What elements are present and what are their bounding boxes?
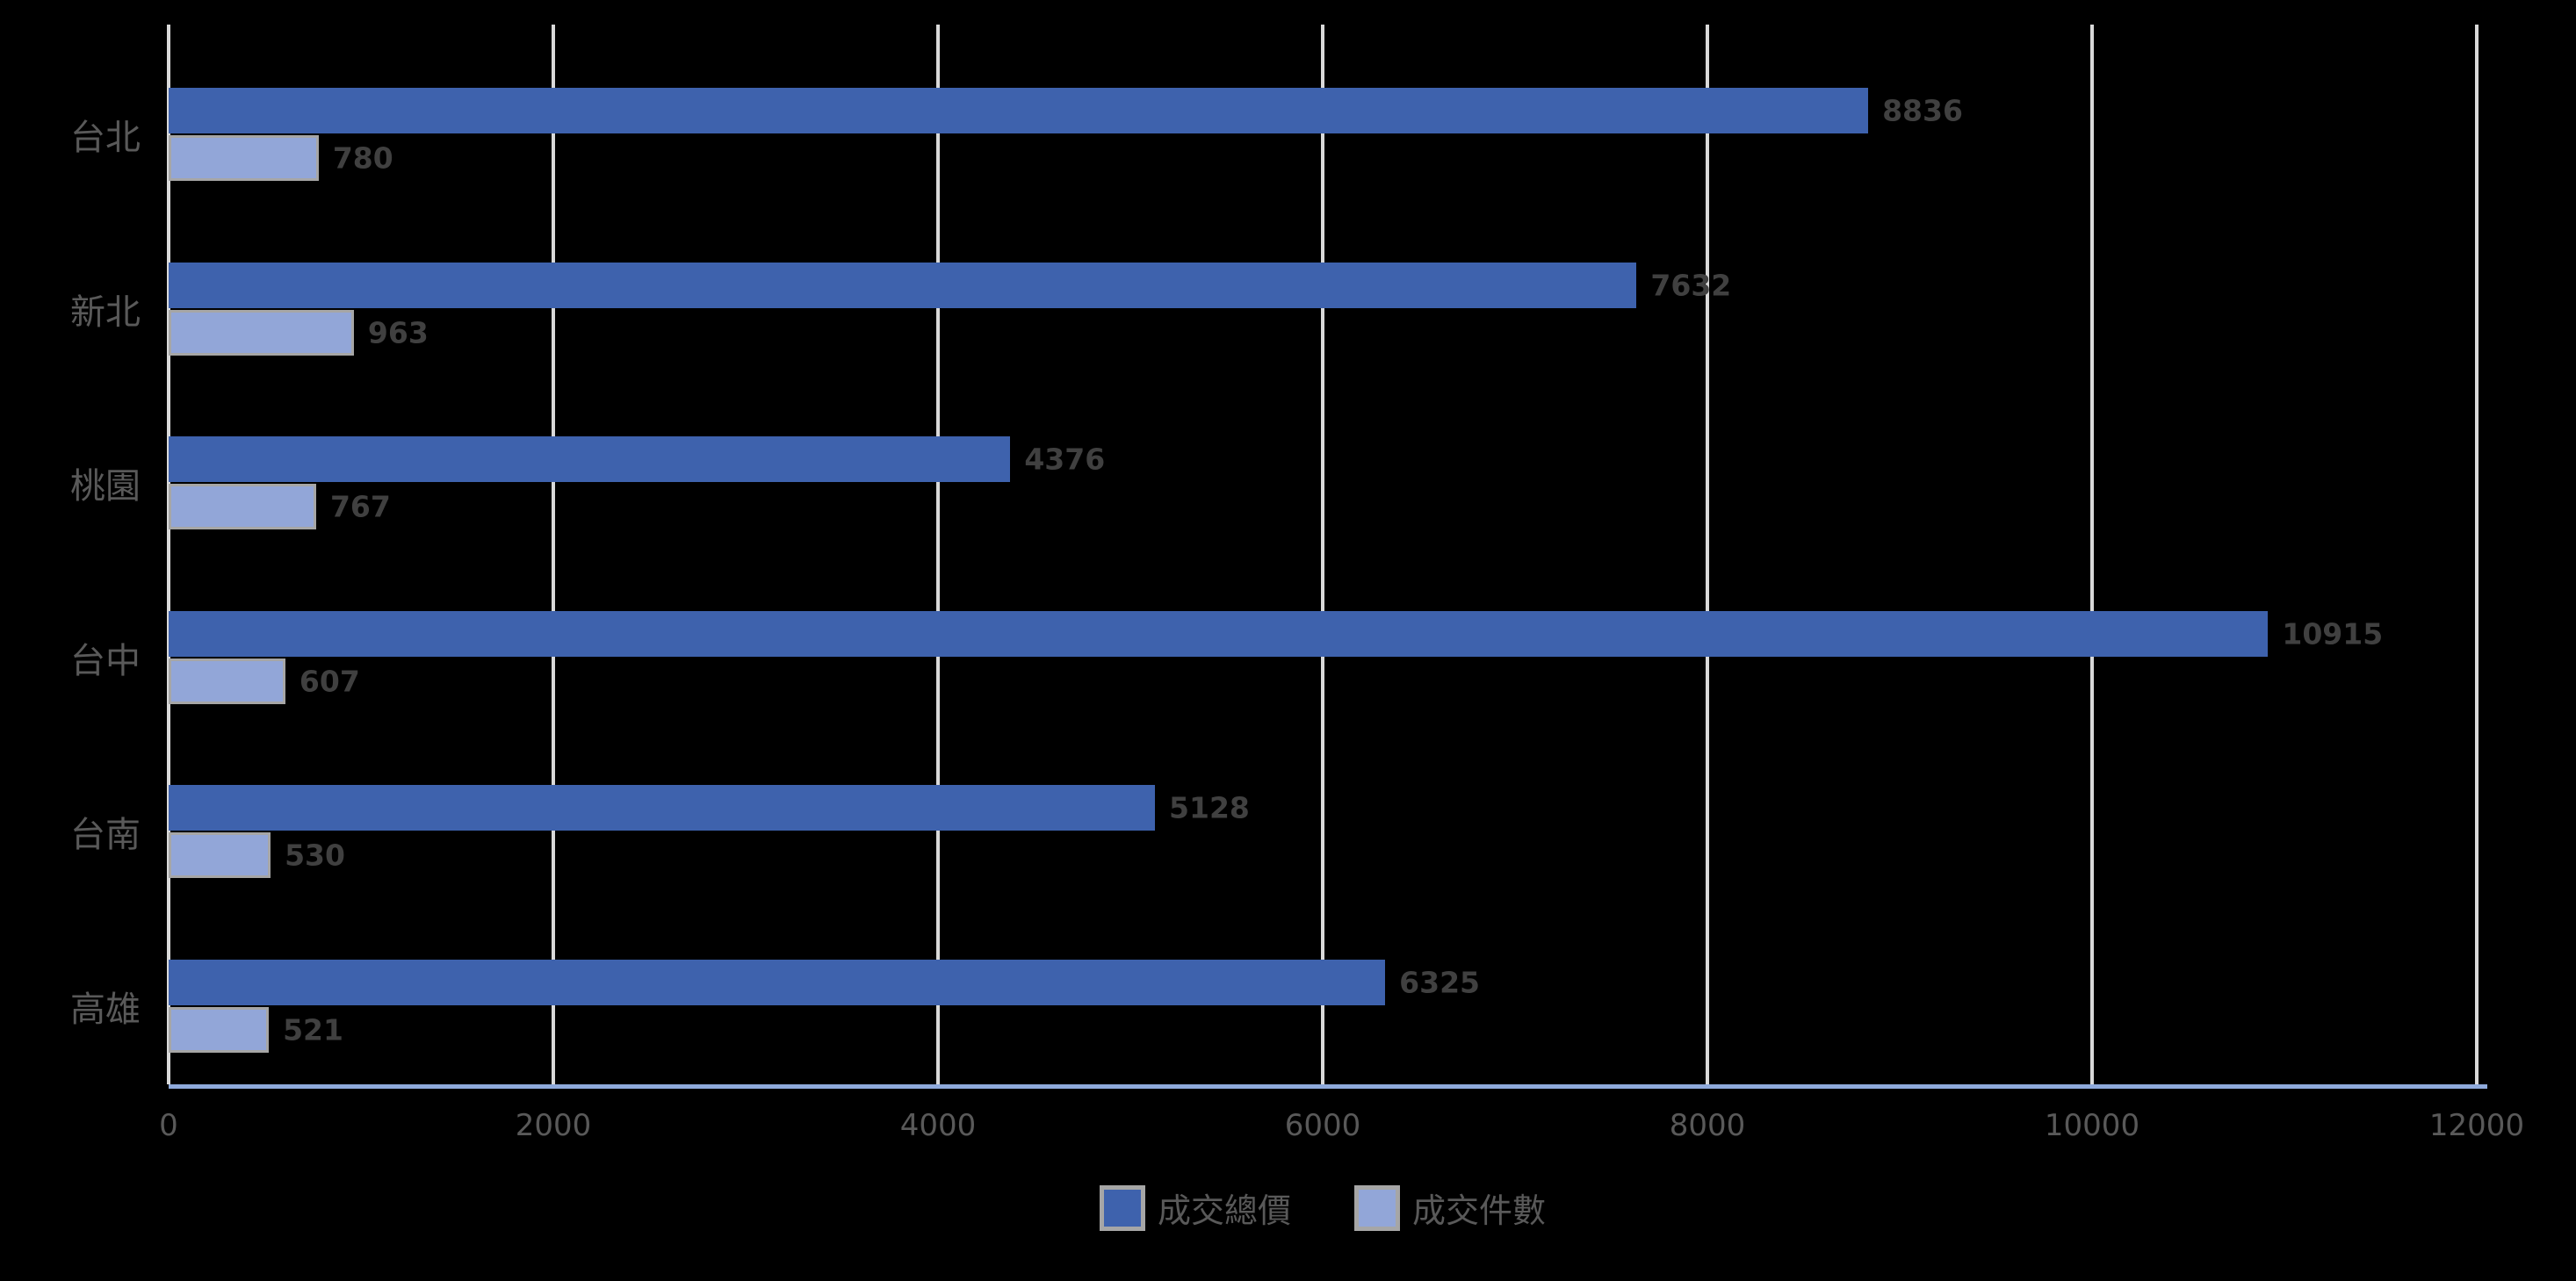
- category-label-台北: 台北: [70, 118, 141, 158]
- data-label: 963: [367, 315, 429, 349]
- bar-成交總價-高雄: [169, 959, 1386, 1005]
- data-label: 4376: [1024, 442, 1106, 477]
- bar-成交件數-桃園: [169, 484, 316, 529]
- data-label: 6325: [1399, 965, 1481, 999]
- gridline: [552, 25, 555, 1084]
- bar-成交件數-台北: [169, 135, 319, 181]
- legend-swatch-icon: [1099, 1184, 1145, 1231]
- bar-成交總價-台北: [169, 88, 1869, 133]
- data-label: 5128: [1169, 790, 1250, 825]
- x-tick-label: 2000: [515, 1108, 592, 1143]
- bar-成交件數-高雄: [169, 1006, 270, 1053]
- category-label-台南: 台南: [70, 815, 141, 855]
- bar-成交總價-台中: [169, 610, 2269, 657]
- y-axis-line: [167, 25, 170, 1084]
- x-axis-line: [169, 1084, 2487, 1089]
- data-label: 10915: [2282, 616, 2384, 651]
- x-tick-label: 12000: [2428, 1108, 2525, 1143]
- x-tick-label: 10000: [2044, 1108, 2140, 1143]
- legend-swatch-icon: [1354, 1184, 1400, 1231]
- legend-label: 成交總價: [1157, 1191, 1291, 1230]
- data-label: 7632: [1650, 268, 1732, 302]
- gridline: [1706, 25, 1709, 1084]
- data-label: 607: [299, 664, 360, 698]
- legend-entry-成交件數: 成交件數: [1354, 1184, 1546, 1232]
- category-label-高雄: 高雄: [70, 989, 141, 1030]
- legend-entry-成交總價: 成交總價: [1099, 1184, 1291, 1232]
- legend: 成交總價 成交件數: [169, 1184, 2477, 1232]
- gridline: [1321, 25, 1324, 1084]
- category-label-桃園: 桃園: [70, 466, 141, 507]
- gridline: [2475, 25, 2479, 1084]
- bar-成交總價-新北: [169, 262, 1637, 308]
- legend-label: 成交件數: [1412, 1191, 1547, 1230]
- bar-成交件數-新北: [169, 309, 354, 356]
- x-tick-label: 6000: [1284, 1108, 1361, 1143]
- category-label-新北: 新北: [70, 291, 141, 333]
- data-label: 767: [329, 489, 391, 524]
- plot-area: 8836 780 7632 963 4376 767 10915 607 5128 530 6325…: [167, 25, 2479, 1084]
- bar-成交總價-台南: [169, 785, 1156, 831]
- x-tick-label: 0: [159, 1108, 178, 1143]
- data-label: 521: [283, 1012, 343, 1047]
- data-label: 8836: [1882, 93, 1963, 128]
- data-label: 530: [285, 838, 345, 873]
- x-tick-label: 8000: [1669, 1108, 1746, 1143]
- data-label: 780: [332, 140, 393, 176]
- gridline: [2090, 25, 2094, 1084]
- bar-成交件數-台南: [169, 832, 271, 878]
- bar-成交件數-台中: [169, 658, 285, 704]
- x-tick-label: 4000: [899, 1108, 977, 1143]
- category-label-台中: 台中: [70, 640, 141, 681]
- gridline: [936, 25, 940, 1084]
- bar-成交總價-桃園: [169, 436, 1011, 482]
